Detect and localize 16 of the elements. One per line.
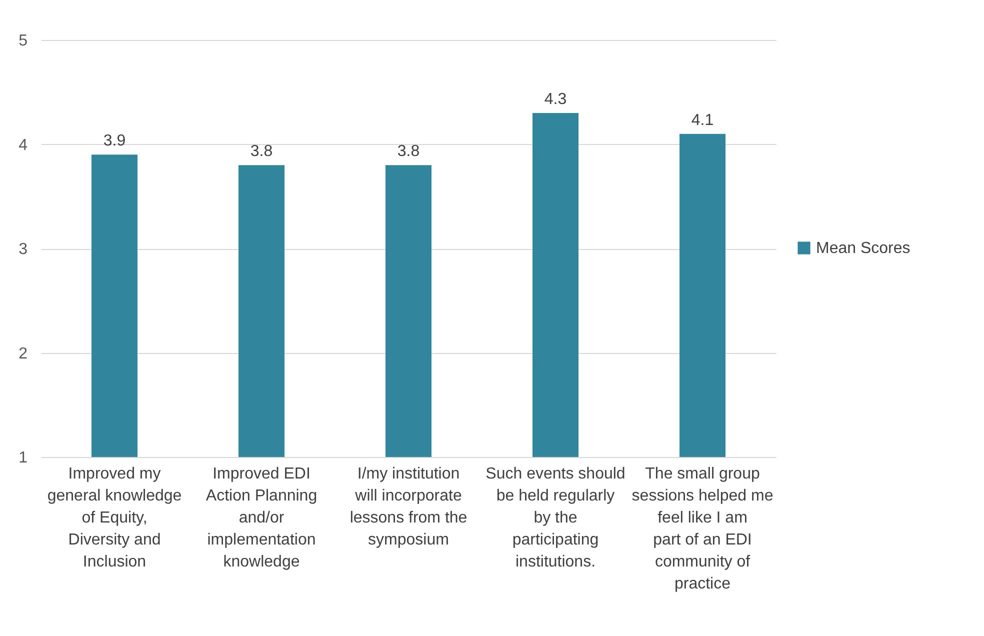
legend-label: Mean Scores	[816, 240, 910, 257]
x-tick-label: Improved my general knowledge of Equity, Diversity and Inclusion	[47, 466, 182, 570]
y-tick-label: 5	[18, 32, 28, 50]
x-tick-label: I/my institution will incorporate lessons from the symposium	[350, 466, 468, 548]
y-tick-label: 3	[18, 241, 28, 258]
x-tick-label: Improved EDI Action Planning and/or implementation knowledge	[206, 466, 318, 570]
x-tick-label: The small group sessions helped me feel like I am part of an EDI community of practice	[632, 466, 774, 592]
data-label: 3.8	[250, 143, 273, 160]
y-tick-label: 1	[18, 450, 28, 466]
data-label: 3.9	[103, 132, 126, 150]
y-tick-label: 2	[18, 345, 28, 362]
y-tick-label: 4	[18, 136, 28, 154]
data-label: 4.3	[544, 90, 567, 108]
x-tick-label: Such events should be held regularly by the participating institutions.	[486, 466, 626, 570]
data-label: 4.1	[691, 112, 714, 129]
data-label: 3.8	[397, 143, 420, 160]
